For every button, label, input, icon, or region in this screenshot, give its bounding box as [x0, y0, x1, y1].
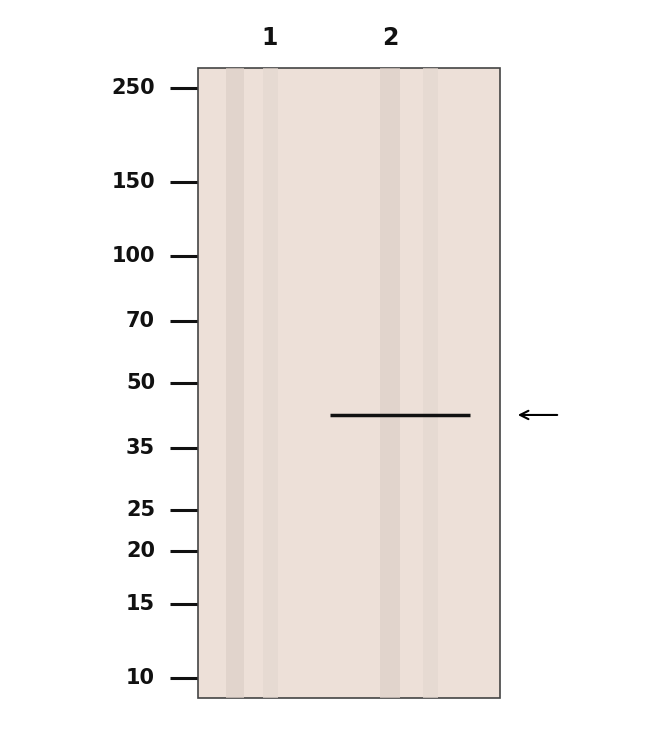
Text: 150: 150	[111, 171, 155, 192]
Text: 20: 20	[126, 541, 155, 561]
Text: 1: 1	[262, 26, 278, 50]
Text: 35: 35	[126, 438, 155, 458]
Bar	[422, 68, 437, 698]
Text: 10: 10	[126, 668, 155, 688]
Text: 15: 15	[126, 594, 155, 613]
Bar	[198, 68, 500, 698]
Text: 25: 25	[126, 500, 155, 520]
Bar	[226, 68, 244, 698]
Bar	[263, 68, 278, 698]
Text: 2: 2	[382, 26, 398, 50]
Text: 100: 100	[112, 246, 155, 266]
Text: 250: 250	[111, 78, 155, 98]
Text: 70: 70	[126, 311, 155, 332]
Text: 50: 50	[126, 373, 155, 393]
Bar	[380, 68, 400, 698]
